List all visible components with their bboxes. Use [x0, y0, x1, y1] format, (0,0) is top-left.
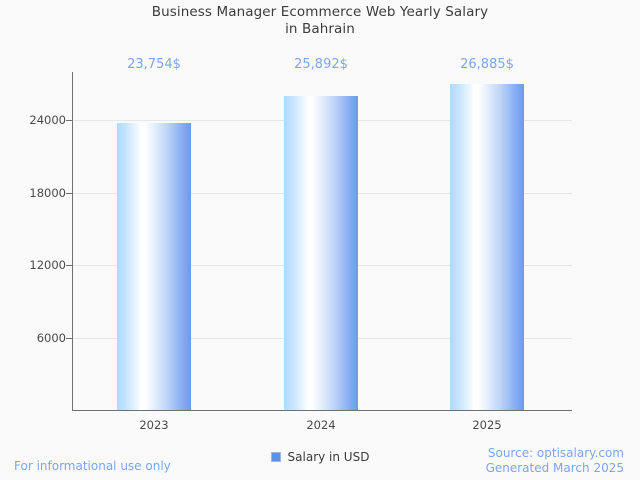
- tickmark-18000: [66, 193, 72, 194]
- source-attribution: Source: optisalary.com Generated March 2…: [486, 446, 624, 476]
- generated-date-text: Generated March 2025: [485, 461, 624, 475]
- value-label-2023: 23,754$: [127, 57, 181, 72]
- chart-legend: Salary in USD: [0, 450, 640, 464]
- tickmark-12000: [66, 265, 72, 266]
- y-axis-label-12000: 12000: [29, 258, 66, 272]
- chart-title: Business Manager Ecommerce Web Yearly Sa…: [0, 4, 640, 38]
- bar-2024[interactable]: [284, 96, 358, 410]
- bar-2023[interactable]: [117, 123, 191, 410]
- tickmark-6000: [66, 338, 72, 339]
- chart-title-line-1: Business Manager Ecommerce Web Yearly Sa…: [151, 4, 489, 20]
- x-axis-label-2024: 2024: [306, 418, 336, 432]
- y-axis-line: [72, 72, 73, 411]
- chart-title-line-2: in Bahrain: [285, 21, 355, 37]
- y-axis-label-18000: 18000: [29, 186, 66, 200]
- disclaimer-text: For informational use only: [14, 459, 171, 473]
- value-label-2025: 26,885$: [460, 57, 514, 72]
- y-axis-label-24000: 24000: [29, 113, 66, 127]
- x-axis-label-2023: 2023: [139, 418, 169, 432]
- value-label-2024: 25,892$: [294, 57, 348, 72]
- tickmark-24000: [66, 120, 72, 121]
- x-axis-label-2025: 2025: [472, 418, 502, 432]
- x-axis-line: [72, 410, 572, 411]
- bar-2025[interactable]: [450, 84, 524, 410]
- source-text: Source: optisalary.com: [487, 446, 624, 460]
- y-axis-label-6000: 6000: [36, 331, 66, 345]
- legend-swatch-salary-icon: [270, 452, 281, 462]
- legend-label-salary[interactable]: Salary in USD: [287, 450, 370, 464]
